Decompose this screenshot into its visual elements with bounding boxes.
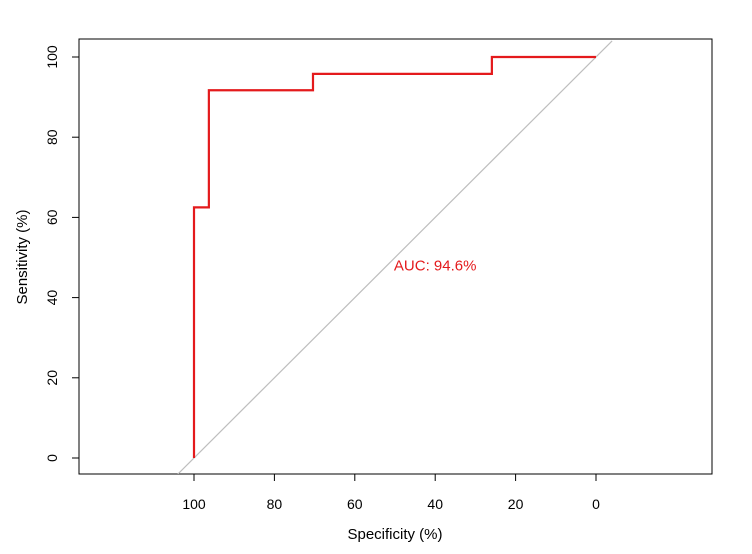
- x-tick-label: 20: [508, 496, 524, 512]
- x-axis: 100 80 60 40 20 0: [182, 473, 600, 512]
- x-tick-label: 80: [267, 496, 283, 512]
- x-axis-title: Specificity (%): [347, 526, 442, 543]
- y-tick-label: 20: [44, 370, 60, 386]
- y-axis: 0 20 40 60 80 100: [44, 45, 80, 462]
- y-tick-label: 40: [44, 290, 60, 306]
- x-tick-label: 100: [182, 496, 206, 512]
- reference-diagonal-line: [177, 40, 613, 474]
- x-tick-label: 0: [592, 496, 600, 512]
- y-tick-label: 80: [44, 129, 60, 145]
- annotations: AUC: 94.6%: [394, 258, 477, 275]
- auc-annotation: AUC: 94.6%: [394, 258, 477, 275]
- y-tick-label: 60: [44, 209, 60, 225]
- x-tick-label: 40: [427, 496, 443, 512]
- y-tick-label: 100: [44, 45, 60, 69]
- y-tick-label: 0: [44, 454, 60, 462]
- y-axis-title: Sensitivity (%): [14, 209, 31, 304]
- x-tick-label: 60: [347, 496, 363, 512]
- plot-area: [177, 40, 613, 474]
- roc-curve-line: [192, 55, 596, 458]
